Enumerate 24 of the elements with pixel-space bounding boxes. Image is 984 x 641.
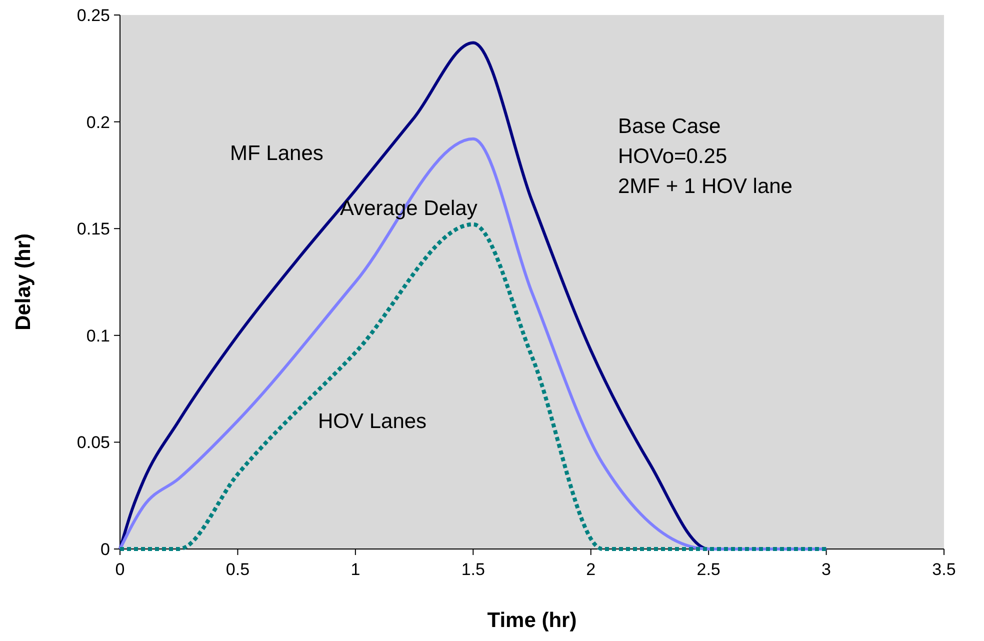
x-tick-label: 2.5 [696,560,720,579]
y-tick-label: 0.15 [76,220,110,239]
y-tick-label: 0.2 [86,112,110,132]
y-tick-label: 0.25 [76,6,110,25]
x-tick-label: 3 [822,560,832,579]
x-tick-label: 0.5 [226,560,250,579]
annotation: HOVo=0.25 [618,145,728,168]
line-series [118,222,828,551]
series-label: MF Lanes [230,142,324,165]
line-series [118,137,828,550]
x-tick-label: 2 [586,560,596,579]
y-tick-label: 0.1 [86,326,110,346]
y-axis-title: Delay (hr) [12,234,35,330]
y-tick-label: 0.05 [76,433,110,452]
x-tick-label: 1.5 [461,560,485,579]
x-tick-label: 3.5 [932,560,956,579]
x-axis-title: Time (hr) [487,609,577,632]
series-label: Average Delay [340,197,478,220]
x-tick-label: 1 [350,560,360,579]
y-tick-label: 0 [100,540,110,559]
annotation: 2MF + 1 HOV lane [618,175,792,198]
series-label: HOV Lanes [318,410,427,433]
x-tick-label: 0 [115,560,125,579]
annotation: Base Case [618,115,721,138]
